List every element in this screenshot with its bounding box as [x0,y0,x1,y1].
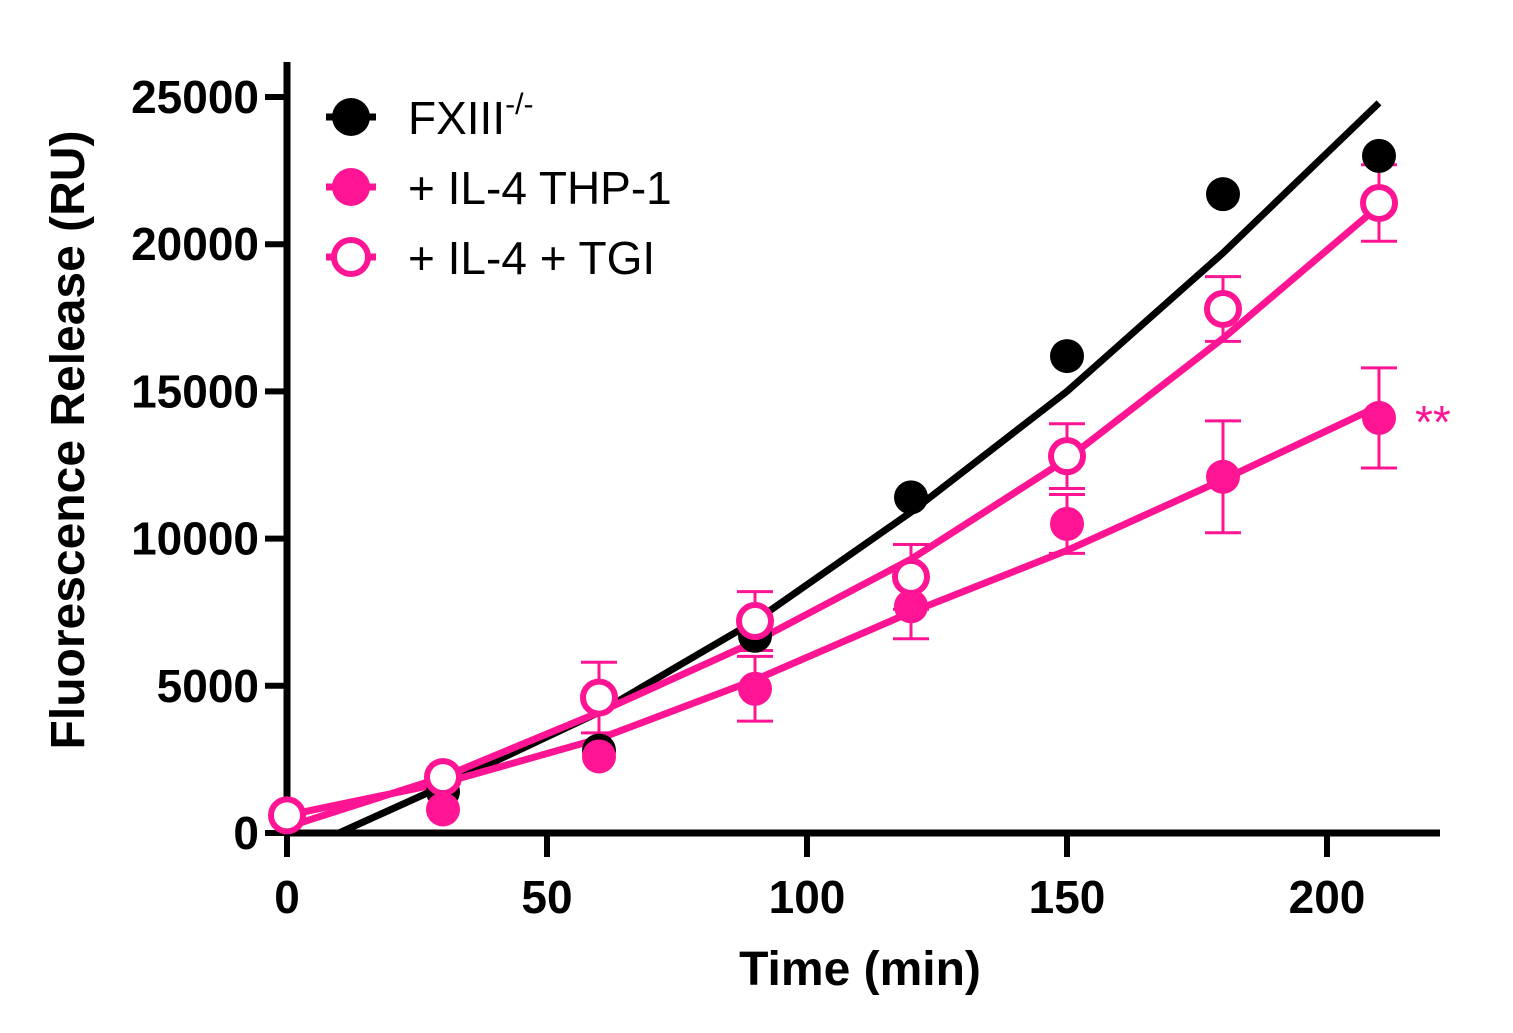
data-point [1048,437,1086,476]
data-point [268,796,306,835]
legend-marker-fxiii [332,98,370,136]
legend-label-il4-tgi: + IL-4 + TGI [408,232,655,284]
y-tick-label: 25000 [131,71,259,123]
x-tick-label: 0 [274,871,300,923]
fit-line [286,402,1381,819]
legend-label-il4-thp1: + IL-4 THP-1 [408,162,672,214]
legend-label-fxiii: FXIII-/- [408,88,533,144]
data-point [894,589,928,624]
y-tick-label: 0 [233,807,259,859]
y-tick-label: 20000 [131,218,259,270]
data-point [1206,459,1240,494]
data-point [1206,177,1240,212]
y-axis-title: Fluorescence Release (RU) [42,131,95,750]
x-tick-label: 200 [1289,871,1366,923]
data-point [1360,183,1398,222]
fit-lines [285,100,1382,837]
significance-annotation: ** [1415,396,1451,448]
data-point [1050,506,1084,541]
data-point [736,602,774,641]
y-tick-label: 10000 [131,513,259,565]
data-point [894,480,928,515]
data-point [1050,339,1084,374]
data-points [268,138,1398,835]
data-point [1204,289,1242,328]
data-point [580,678,618,717]
y-tick-label: 5000 [157,660,259,712]
legend-marker-il4-tgi [331,237,371,277]
fit-line [285,203,1382,831]
data-point [424,758,462,797]
x-axis-title: Time (min) [739,943,981,996]
x-tick-label: 150 [1029,871,1106,923]
data-point [426,792,460,827]
axes: 0 50 100 150 200 0 5000 10000 15000 20000 25000 [131,62,1440,923]
data-point [1362,400,1396,435]
data-point [1362,138,1396,173]
data-point [738,671,772,706]
y-tick-label: 15000 [131,365,259,417]
data-point [892,557,930,596]
x-tick-label: 50 [521,871,572,923]
data-point [582,739,616,774]
legend: FXIII-/- + IL-4 THP-1 + IL-4 + TGI [326,88,672,284]
x-tick-label: 100 [769,871,846,923]
annotations: ** [1415,396,1451,448]
legend-marker-il4-thp1 [332,168,370,206]
